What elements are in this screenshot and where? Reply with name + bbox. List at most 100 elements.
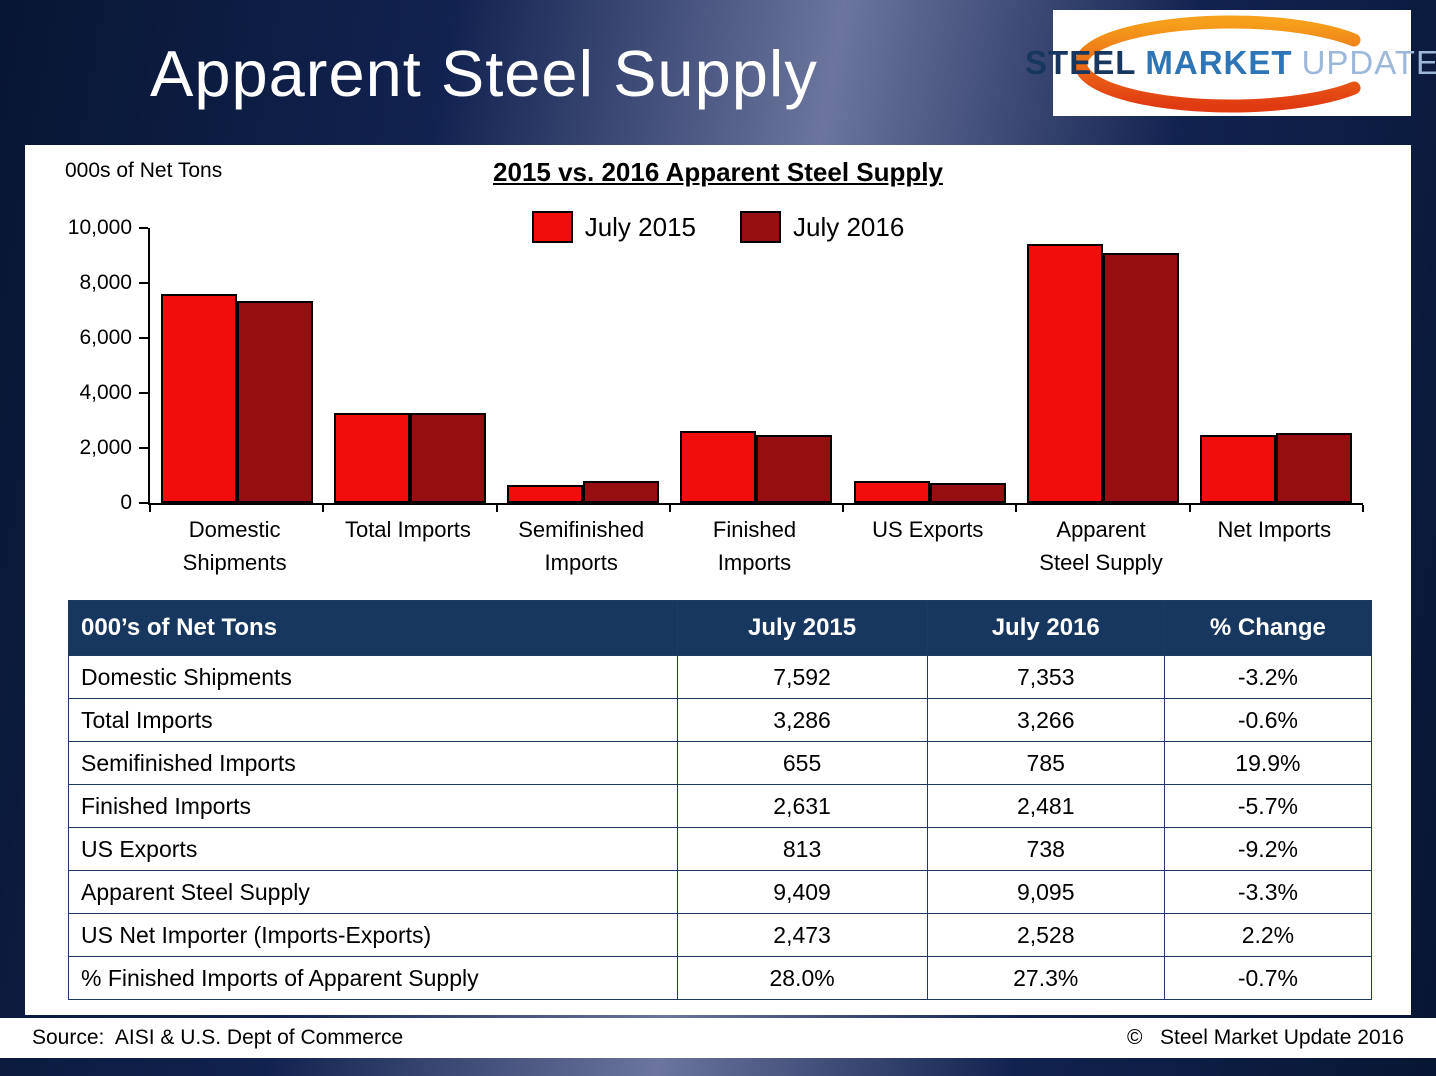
table-cell: -3.3%: [1163, 870, 1373, 914]
table-cell: 2,473: [676, 913, 928, 957]
table-header-cell: July 2016: [926, 600, 1165, 656]
plot-area: [148, 228, 1364, 512]
x-axis-tick: [1188, 505, 1191, 512]
bar-july-2015: [853, 481, 930, 503]
x-axis-tick: [495, 505, 498, 512]
table-cell: -5.7%: [1163, 784, 1373, 828]
bar-group-us-exports: [843, 481, 1016, 503]
table-header-cell: 000’s of Net Tons: [68, 600, 678, 656]
table-cell: 27.3%: [926, 956, 1165, 1000]
table-row: US Net Importer (Imports-Exports) 2,473 2,…: [68, 913, 1373, 957]
y-axis-tick-label: 6,000: [79, 326, 132, 349]
table-row: % Finished Imports of Apparent Supply 28.…: [68, 956, 1373, 1000]
table-cell: 2,481: [926, 784, 1165, 828]
table-cell: -3.2%: [1163, 655, 1373, 699]
y-axis-tick: [139, 447, 148, 449]
logo-word-steel: STEEL: [1025, 44, 1137, 81]
bar-july-2016: [756, 435, 833, 503]
x-axis-label: Semifinished Imports: [518, 517, 645, 575]
x-axis-tick: [668, 505, 671, 512]
table-cell: 9,409: [676, 870, 928, 914]
table-cell: 785: [926, 741, 1165, 785]
table-cell: Apparent Steel Supply: [68, 870, 678, 914]
chart-units-label: 000s of Net Tons: [65, 159, 223, 182]
table-cell: 7,353: [926, 655, 1165, 699]
y-axis: 0 2,000 4,000 6,000 8,000 10,000: [25, 216, 148, 514]
y-axis-tick-label: 4,000: [79, 381, 132, 404]
table-head: 000’s of Net Tons July 2015 July 2016% Cha…: [68, 600, 1373, 656]
legend-swatch-july-2015: [531, 211, 573, 243]
x-axis-label: Domestic Shipments: [182, 517, 287, 575]
table-cell: US Exports: [68, 827, 678, 871]
y-axis-tick-label: 0: [120, 491, 132, 514]
x-axis-label: Net Imports: [1217, 517, 1332, 542]
y-axis-tick: [139, 282, 148, 284]
table-row: Apparent Steel Supply 9,409 9,095 -3.3%: [68, 870, 1373, 914]
table-cell: -9.2%: [1163, 827, 1373, 871]
table-cell: 2,528: [926, 913, 1165, 957]
bar-july-2016: [1276, 433, 1353, 503]
logo-swoosh-icon: [1074, 15, 1361, 113]
y-axis-tick: [139, 392, 148, 394]
table-cell: Total Imports: [68, 698, 678, 742]
footer-source: Source: AISI & U.S. Dept of Commerce: [32, 1026, 404, 1049]
x-axis-label: Apparent Steel Supply: [1039, 517, 1163, 575]
table-cell: 655: [676, 741, 928, 785]
x-axis-label: Finished Imports: [712, 517, 797, 575]
bar-group-apparent-steel-supply: [1016, 244, 1189, 503]
legend-swatch-july-2016: [740, 211, 781, 243]
table-cell: 3,286: [676, 698, 928, 742]
table-cell: -0.7%: [1163, 956, 1373, 1000]
content-panel: 000s of Net Tons 2015 vs. 2016 Apparent …: [25, 145, 1411, 1015]
table-cell: Domestic Shipments: [68, 655, 678, 699]
chart-legend: July 2015 July 2016: [25, 211, 1411, 243]
bar-july-2015: [507, 485, 584, 503]
legend-label-july-2016: July 2016: [793, 211, 905, 242]
table-cell: Semifinished Imports: [68, 741, 678, 785]
bar-group-total-imports: [323, 413, 496, 503]
logo-word-update: UPDATE: [1301, 44, 1436, 81]
table-header-row: 000’s of Net Tons July 2015 July 2016% Cha…: [68, 600, 1373, 656]
smu-logo: STEEL MARKET UPDATE: [1025, 10, 1436, 116]
bar-group-net-imports: [1190, 433, 1363, 503]
legend-label-july-2015: July 2015: [584, 211, 696, 242]
table-row: Semifinished Imports 655 785 19.9%: [68, 741, 1373, 785]
table-body: Domestic Shipments 7,592 7,353 -3.2% Total I…: [68, 655, 1373, 1000]
table-cell: 2,631: [676, 784, 928, 828]
table-row: Finished Imports 2,631 2,481 -5.7%: [68, 784, 1373, 828]
table-cell: 7,592: [676, 655, 928, 699]
table-cell: Finished Imports: [68, 784, 678, 828]
table-cell: US Net Importer (Imports-Exports): [68, 913, 678, 957]
y-axis-tick-label: 10,000: [67, 216, 132, 239]
x-axis-label: Total Imports: [344, 517, 471, 542]
bar-july-2015: [680, 431, 757, 503]
legend-item-july-2016: July 2016: [740, 211, 904, 243]
bar-july-2015: [160, 294, 237, 503]
chart-title: 2015 vs. 2016 Apparent Steel Supply: [493, 157, 943, 187]
table-cell: 3,266: [926, 698, 1165, 742]
x-axis-tick: [1015, 505, 1018, 512]
x-axis-tick: [322, 505, 325, 512]
data-table: 000’s of Net Tons July 2015 July 2016% Cha…: [68, 600, 1373, 1000]
table-header-cell: % Change: [1163, 600, 1373, 656]
x-axis-tick: [149, 505, 151, 512]
bar-july-2016: [929, 483, 1006, 503]
logo-word-market: MARKET: [1145, 44, 1293, 81]
y-axis-tick-label: 2,000: [79, 436, 132, 459]
footer-copyright: © Steel Market Update 2016: [1127, 1026, 1404, 1049]
bar-group-finished-imports: [670, 431, 843, 503]
x-axis-labels: Domestic Shipments Total Imports Semifinis…: [148, 513, 1361, 579]
page-title: Apparent Steel Supply: [150, 37, 818, 110]
table-cell: % Finished Imports of Apparent Supply: [68, 956, 678, 1000]
table-cell: 813: [676, 827, 928, 871]
footer: Source: AISI & U.S. Dept of Commerce © S…: [0, 1018, 1436, 1058]
table-cell: 19.9%: [1163, 741, 1373, 785]
logo-text: STEEL MARKET UPDATE: [1025, 10, 1436, 116]
bar-july-2016: [236, 301, 313, 503]
table-row: Domestic Shipments 7,592 7,353 -3.2%: [68, 655, 1373, 699]
bar-july-2016: [1103, 253, 1180, 503]
table-header-cell: July 2015: [676, 600, 928, 656]
bar-group-domestic-shipments: [150, 294, 323, 503]
bar-july-2016: [409, 413, 486, 503]
